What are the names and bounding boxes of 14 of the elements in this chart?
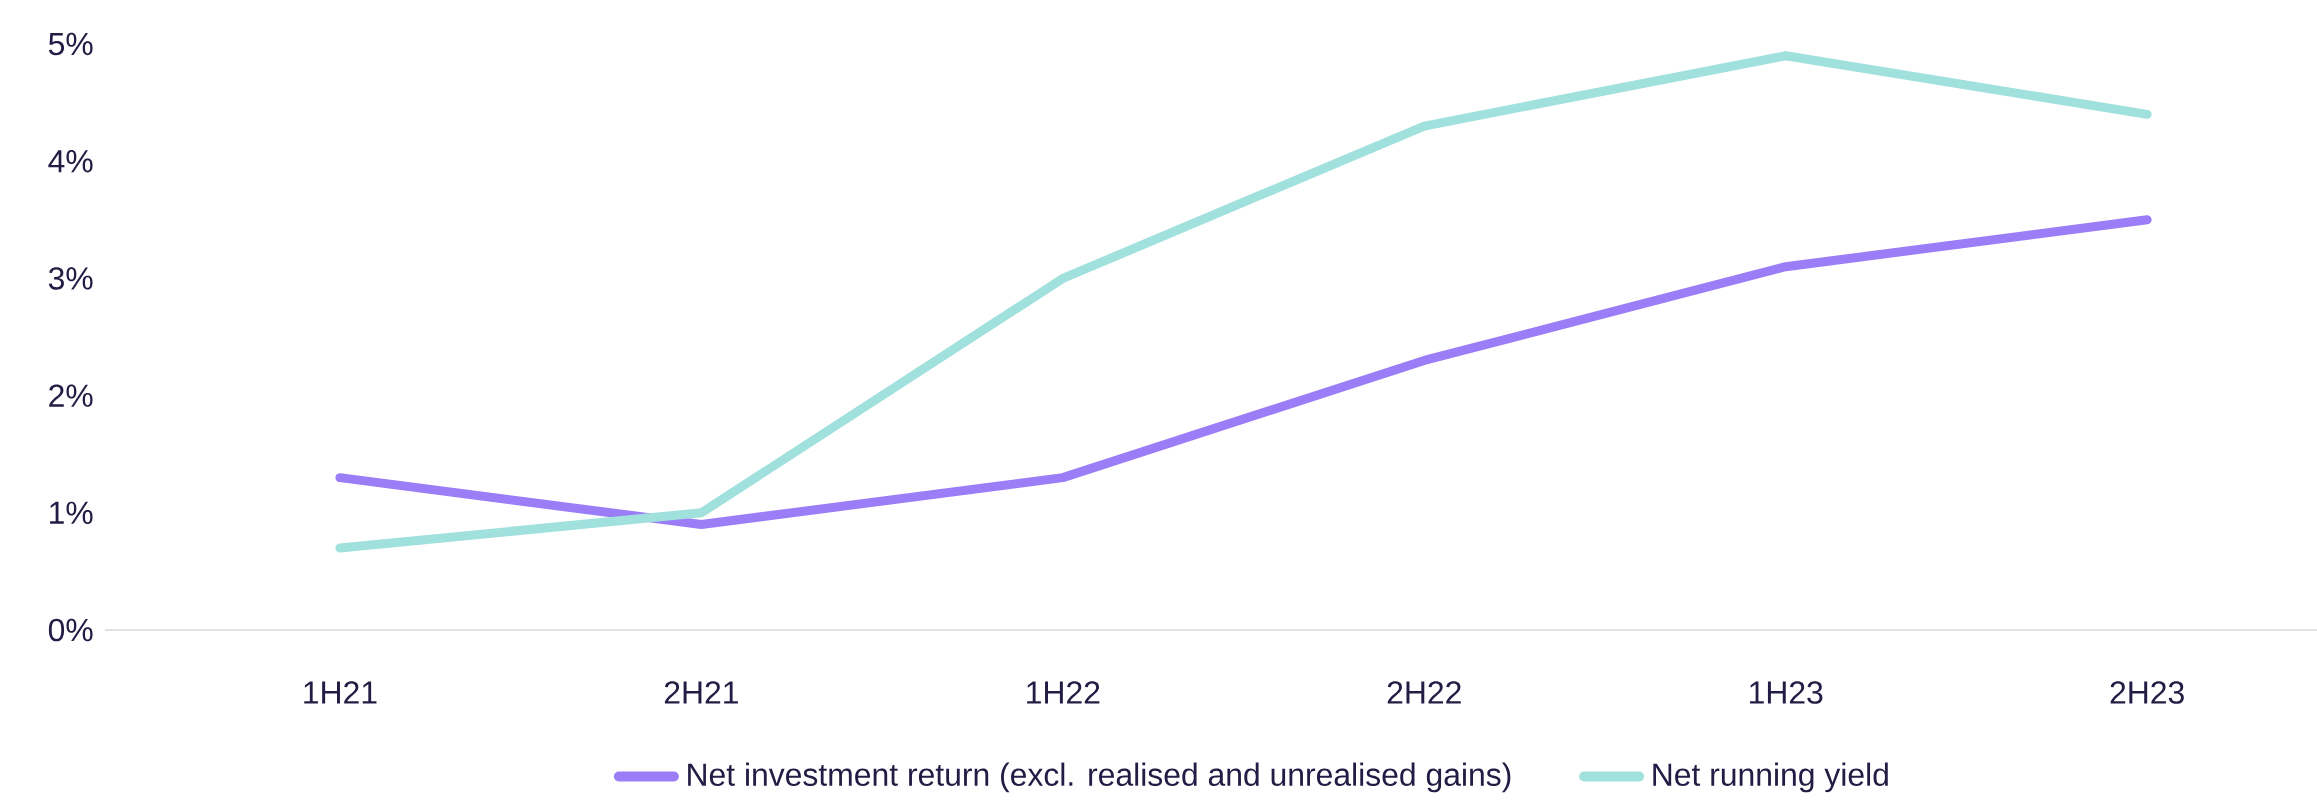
x-tick-label: 1H22: [1027, 681, 1100, 704]
y-tick-label: 2%: [49, 384, 93, 407]
x-tick-label: 1H21: [304, 681, 377, 704]
y-tick-label: 1%: [50, 501, 93, 524]
y-tick-label: 5%: [48, 32, 93, 56]
x-tick-label: 2H21: [664, 681, 738, 704]
legend-label: Net running yield: [1653, 762, 1888, 793]
x-tick-label: 2H23: [2110, 681, 2184, 704]
x-tick-label: 1H23: [1750, 681, 1823, 704]
y-tick-label: 4%: [48, 150, 93, 173]
y-tick-label: 0%: [48, 618, 93, 642]
x-tick-label: 2H22: [1387, 681, 1461, 704]
y-tick-label: 3%: [48, 267, 93, 290]
legend-label: Net investment return (excl. realised and unrealised gains): [688, 762, 1511, 793]
